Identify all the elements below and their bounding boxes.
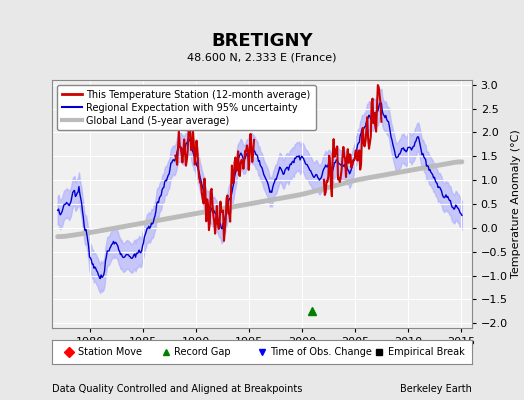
Legend: This Temperature Station (12-month average), Regional Expectation with 95% uncer: This Temperature Station (12-month avera… [57,85,315,130]
Text: Berkeley Earth: Berkeley Earth [400,384,472,394]
Text: Time of Obs. Change: Time of Obs. Change [270,347,372,357]
Text: Record Gap: Record Gap [174,347,231,357]
Text: Station Move: Station Move [78,347,141,357]
Y-axis label: Temperature Anomaly (°C): Temperature Anomaly (°C) [510,130,520,278]
Text: BRETIGNY: BRETIGNY [211,32,313,50]
Text: Data Quality Controlled and Aligned at Breakpoints: Data Quality Controlled and Aligned at B… [52,384,303,394]
Text: Empirical Break: Empirical Break [388,347,464,357]
Text: 48.600 N, 2.333 E (France): 48.600 N, 2.333 E (France) [187,52,337,62]
